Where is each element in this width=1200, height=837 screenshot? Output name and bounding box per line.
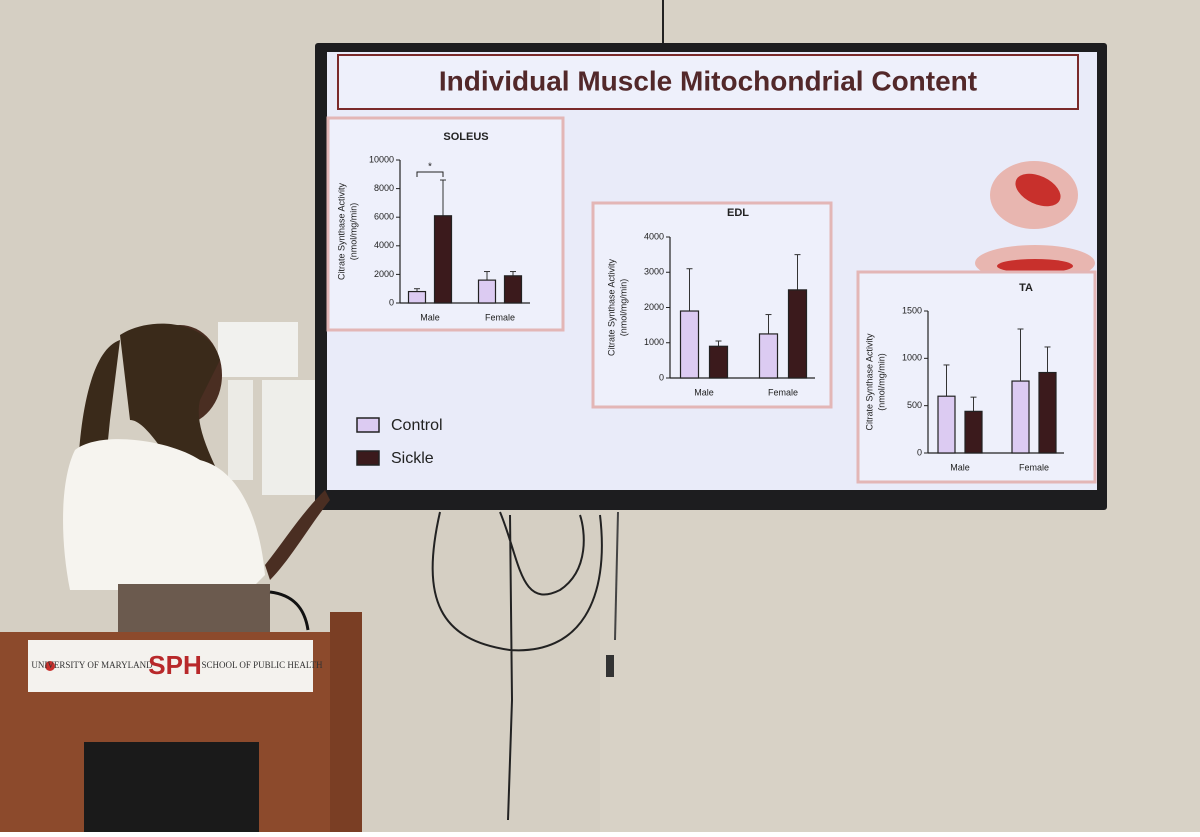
y-tick-label: 8000 [374,183,394,193]
x-tick-label: Male [420,312,440,322]
bar [477,279,497,304]
slide-title: Individual Muscle Mitochondrial Content [439,65,977,96]
cable [431,511,603,821]
bar [708,345,729,379]
bar [964,410,983,454]
sph-logo: SPH [148,650,201,680]
legend-swatch [356,417,380,433]
legend-swatch [356,450,380,466]
bar [758,333,779,379]
chart-title: TA [1019,282,1033,294]
y-tick-label: 0 [917,447,922,457]
chart-title: EDL [727,207,749,219]
y-tick-label: 1500 [902,305,922,315]
cell-decoration [997,259,1073,273]
y-tick-label: 6000 [374,212,394,222]
y-axis-label: (nmol/mg/min) [876,353,886,411]
university: UNIVERSITY OF MARYLAND [31,660,153,670]
x-tick-label: Female [1019,462,1049,472]
y-axis-label: Citrate Synthase Activity [606,258,616,356]
x-tick-label: Male [950,462,970,472]
y-axis-label: (nmol/mg/min) [618,279,628,337]
y-tick-label: 2000 [374,269,394,279]
y-axis-label: Citrate Synthase Activity [864,333,874,431]
hair [78,340,120,470]
y-tick-label: 1000 [902,353,922,363]
y-tick-label: 1000 [644,337,664,347]
title-box [337,54,1079,110]
y-tick-label: 0 [659,372,664,382]
y-axis-label: (nmol/mg/min) [348,203,358,261]
bar [937,395,956,454]
y-tick-label: 3000 [644,267,664,277]
arm [265,490,330,580]
podium-panel [84,742,259,832]
poster [228,380,253,480]
y-tick-label: 10000 [369,154,394,164]
bar [407,290,427,304]
bar [679,310,700,379]
legend-label: Control [391,417,443,434]
bar [433,215,453,304]
microphone [269,590,310,631]
x-tick-label: Female [485,312,515,322]
cable [614,511,619,641]
y-tick-label: 500 [907,400,922,410]
y-tick-label: 4000 [374,240,394,250]
bar [503,275,523,304]
legend-label: Sickle [391,450,434,467]
bar [1038,371,1057,454]
laptop [118,584,270,634]
significance-bracket [416,171,444,177]
podium-label [28,640,313,692]
y-tick-label: 4000 [644,231,664,241]
plug [606,655,614,677]
x-tick-label: Male [694,387,714,397]
x-tick-label: Female [768,387,798,397]
bar [1011,380,1030,454]
school: SCHOOL OF PUBLIC HEALTH [201,660,323,670]
poster [262,380,317,495]
bar [787,289,808,379]
cell-decoration [1015,173,1061,207]
shirt [63,439,266,590]
annotation: * [428,162,432,173]
podium-side [330,612,362,832]
y-tick-label: 0 [389,297,394,307]
y-tick-label: 2000 [644,302,664,312]
logo-mark [45,661,55,671]
poster [218,322,298,377]
y-axis-label: Citrate Synthase Activity [336,182,346,280]
chart-title: SOLEUS [443,131,488,143]
